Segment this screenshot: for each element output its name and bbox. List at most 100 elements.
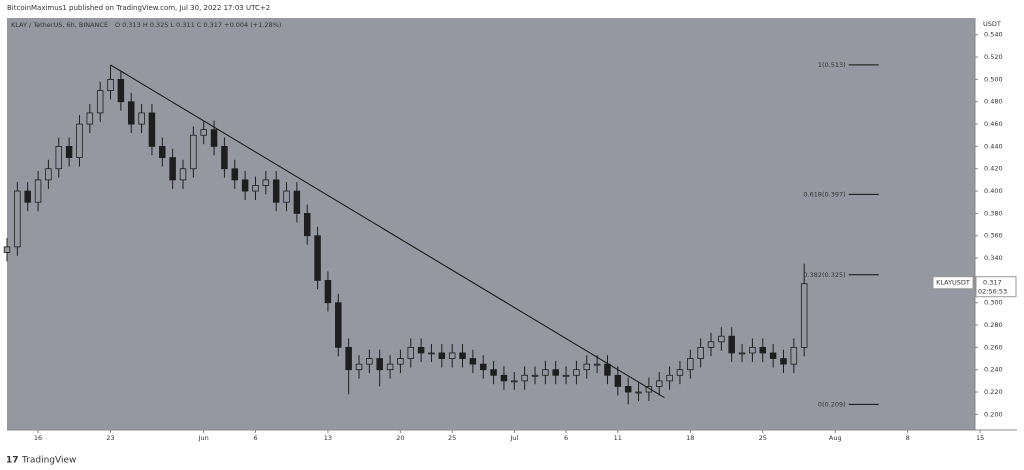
candle-body <box>179 168 187 181</box>
candle-body <box>262 179 270 186</box>
candle-body <box>159 146 166 158</box>
candle-body <box>221 146 228 170</box>
fib-label: 0(0.209) <box>818 400 846 408</box>
candle-body <box>407 346 415 359</box>
candle-body <box>200 129 207 136</box>
candle-body <box>728 335 735 354</box>
candle-body <box>583 363 591 371</box>
candle-body <box>34 179 42 203</box>
candle-body <box>65 146 73 158</box>
candle-body <box>117 79 125 103</box>
candle-body <box>96 90 104 114</box>
candle-body <box>55 146 63 170</box>
candle-body <box>272 179 280 203</box>
candle-body <box>573 369 580 376</box>
candle-body <box>635 391 642 394</box>
x-tick-label: Jun <box>198 434 209 442</box>
candle-body <box>428 352 435 355</box>
candle-body <box>314 235 321 281</box>
candle-body <box>397 358 404 365</box>
y-tick-label: 0.360 <box>984 232 1003 240</box>
candle-body <box>417 346 425 354</box>
candle-body <box>542 369 549 376</box>
candle-body <box>780 358 787 365</box>
candle-body <box>521 374 528 382</box>
candle-body <box>500 374 508 382</box>
candle-body <box>759 346 767 354</box>
legend-line: KLAY / TetherUS, 6h, BINANCE <box>11 21 108 29</box>
x-tick-label: 18 <box>686 434 694 442</box>
x-tick-label: 25 <box>759 434 767 442</box>
candle-body <box>386 363 394 371</box>
candle-body <box>169 157 176 181</box>
plot-area <box>7 18 975 430</box>
x-tick-label: 16 <box>34 434 42 442</box>
candle-body <box>769 352 777 359</box>
candle-body <box>190 134 197 170</box>
candle-body <box>76 123 83 158</box>
x-tick-label: 6 <box>564 434 568 442</box>
fib-label: 1(0.513) <box>818 61 846 69</box>
y-tick-label: 0.280 <box>984 321 1003 329</box>
fib-label: 0.382(0.325) <box>803 271 845 279</box>
candle-body <box>687 358 694 371</box>
y-tick-label: 0.540 <box>984 31 1003 39</box>
countdown-label: 02:56:53 <box>978 288 1007 296</box>
candle-body <box>800 283 808 348</box>
candle-body <box>138 112 145 125</box>
y-tick-label: 0.420 <box>984 165 1003 173</box>
candle-body <box>324 279 332 304</box>
x-tick-label: 11 <box>614 434 622 442</box>
y-tick-label: 0.400 <box>984 187 1003 195</box>
candle-body <box>24 190 31 203</box>
candle-body <box>479 363 487 371</box>
price-box <box>975 276 1017 298</box>
candle-body <box>241 179 249 192</box>
candle-body <box>3 246 11 253</box>
y-tick-label: 0.340 <box>984 254 1003 262</box>
y-tick-label: 0.480 <box>984 98 1003 106</box>
candle-body <box>231 168 239 181</box>
x-tick-label: 23 <box>106 434 114 442</box>
candle-body <box>604 363 611 376</box>
candle-body <box>790 346 798 365</box>
candle-body <box>355 363 363 371</box>
currency: USDT <box>983 20 1001 28</box>
candle-body <box>252 185 259 192</box>
y-tick-label: 0.380 <box>984 209 1003 217</box>
ohlc-line: O 0.313 H 0.325 L 0.311 C 0.317 +0.004 (… <box>115 21 281 29</box>
candle-body <box>614 374 622 387</box>
candle-body <box>14 190 21 248</box>
symbol-box <box>932 276 974 290</box>
candle-body <box>531 374 539 377</box>
x-tick-label: 13 <box>324 434 332 442</box>
candle-body <box>345 346 352 371</box>
x-tick-label: 20 <box>396 434 404 442</box>
author-line: BitcoinMaximus1 published on TradingView… <box>7 4 270 12</box>
x-tick-label: Jul <box>509 434 518 442</box>
candle-body <box>552 369 559 376</box>
candle-body <box>448 352 456 359</box>
trendline <box>110 64 665 399</box>
y-tick-label: 0.460 <box>984 120 1003 128</box>
candle-body <box>293 190 301 214</box>
x-tick-label: Aug <box>829 434 842 442</box>
candle-body <box>718 335 725 343</box>
candle-body <box>676 369 684 376</box>
x-tick-label: 6 <box>253 434 257 442</box>
fib-label: 0.618(0.397) <box>803 190 845 198</box>
candle-body <box>438 352 446 359</box>
candle-body <box>511 380 518 383</box>
candle-body <box>210 129 218 147</box>
y-tick-label: 0.520 <box>984 53 1003 61</box>
candle-body <box>490 369 497 376</box>
x-tick-label: 25 <box>448 434 456 442</box>
candle-body <box>469 358 477 365</box>
candle-body <box>624 386 632 393</box>
candle-body <box>303 212 311 237</box>
candle-body <box>749 346 756 354</box>
y-tick-label: 0.500 <box>984 75 1003 83</box>
y-tick-label: 0.300 <box>984 299 1003 307</box>
candle-body <box>645 386 653 393</box>
